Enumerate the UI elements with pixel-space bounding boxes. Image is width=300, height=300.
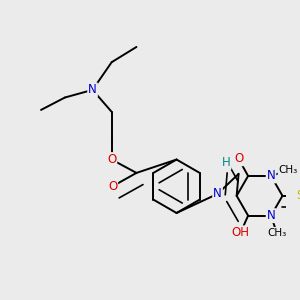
Text: S: S (296, 189, 300, 202)
Text: CH₃: CH₃ (267, 228, 286, 238)
Text: O: O (107, 153, 116, 166)
Text: O: O (234, 152, 243, 165)
Text: CH₃: CH₃ (279, 165, 298, 175)
Text: N: N (267, 209, 275, 222)
Text: O: O (108, 180, 117, 193)
Text: N: N (213, 188, 222, 200)
Text: OH: OH (232, 226, 250, 239)
Text: H: H (222, 156, 230, 169)
Text: N: N (267, 169, 275, 182)
Text: N: N (88, 83, 97, 96)
